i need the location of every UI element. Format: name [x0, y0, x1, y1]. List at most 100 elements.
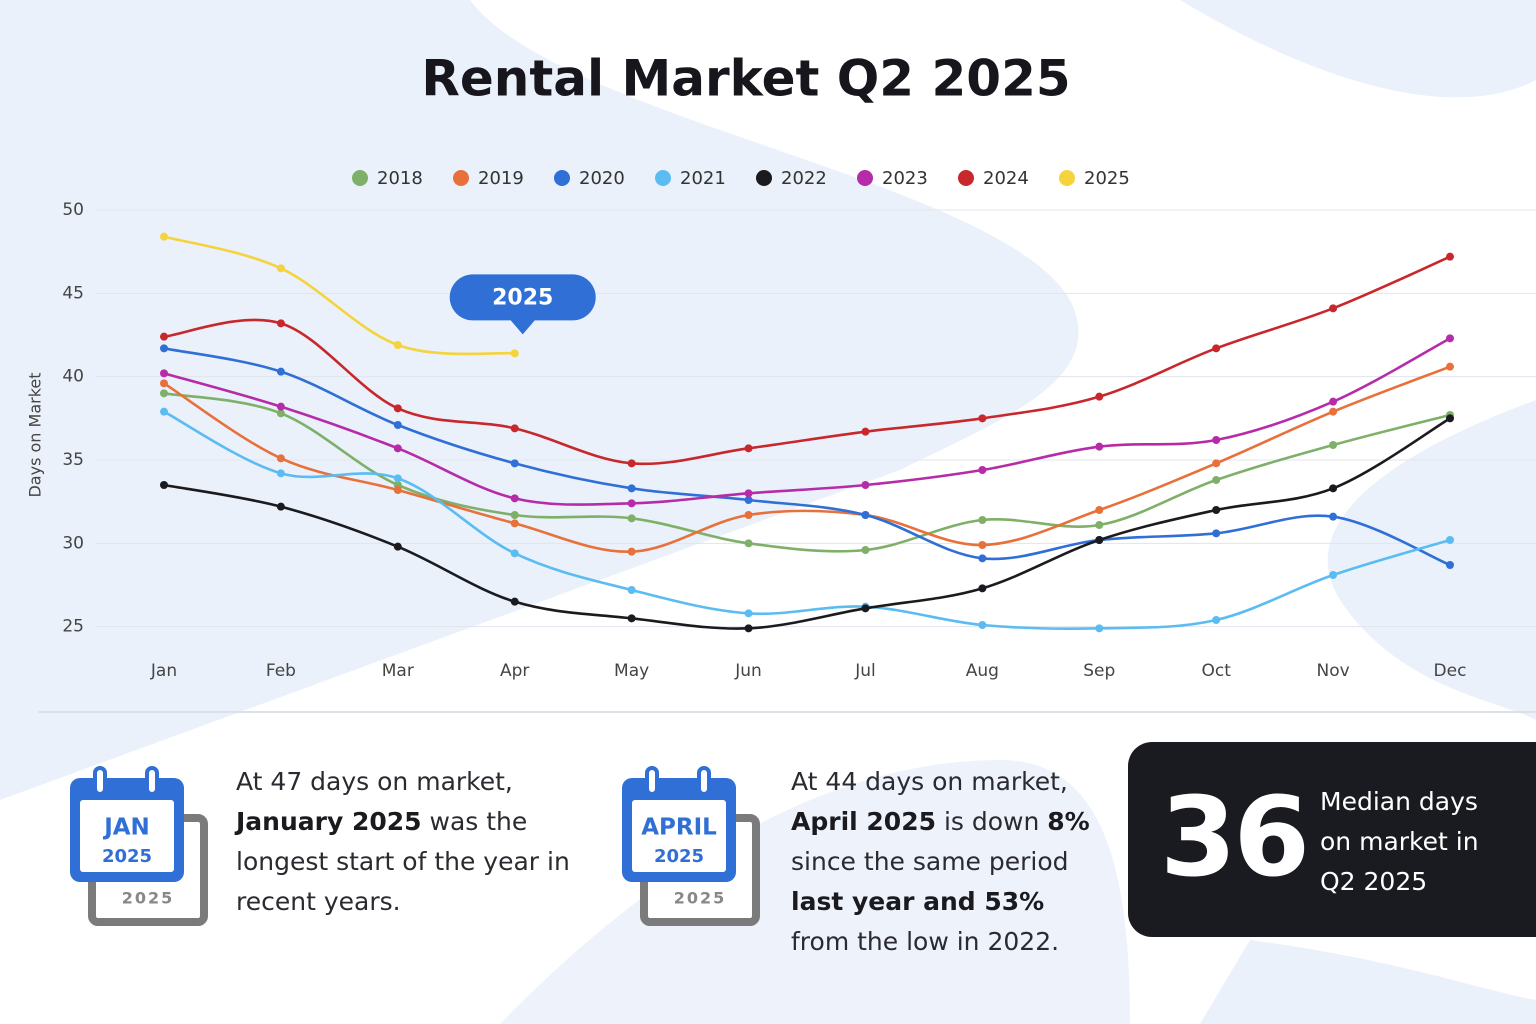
- point: [744, 489, 753, 498]
- calendar-month: APRIL: [641, 815, 717, 841]
- line: [163, 255, 1451, 466]
- point: [861, 511, 870, 519]
- calendar-ring: [645, 766, 659, 796]
- callout-segment: last year and 53%: [791, 887, 1045, 916]
- point: [744, 539, 753, 548]
- point: [744, 444, 753, 453]
- point: [276, 469, 285, 478]
- point: [978, 414, 987, 423]
- point: [744, 511, 753, 519]
- point: [1446, 252, 1454, 261]
- legend-label: 2023: [882, 168, 928, 189]
- callout-segment: from the low in 2022.: [791, 927, 1060, 956]
- chart-title: Rental Market Q2 2025: [421, 50, 1070, 108]
- point: [393, 542, 402, 551]
- point: [1329, 441, 1338, 449]
- x-tick-label: May: [614, 661, 649, 681]
- x-tick-label: Nov: [1316, 661, 1349, 681]
- point: [393, 421, 402, 429]
- point: [978, 516, 987, 524]
- legend-swatch: [1059, 170, 1075, 186]
- x-tick-label: Feb: [266, 661, 296, 681]
- callout-segment: January 2025: [236, 807, 422, 836]
- point: [510, 519, 519, 528]
- point: [978, 541, 987, 549]
- line: [163, 337, 1451, 506]
- legend-swatch: [756, 170, 772, 186]
- callout-segment: is down: [936, 807, 1048, 836]
- point: [1446, 334, 1454, 343]
- x-tick-label: Apr: [500, 661, 529, 681]
- point: [160, 344, 168, 353]
- point: [978, 621, 987, 629]
- point: [1329, 304, 1338, 313]
- callout-segment: At 47 days on market,: [236, 767, 513, 796]
- point: [1095, 536, 1104, 544]
- point: [276, 264, 285, 273]
- point: [744, 496, 753, 504]
- line: [163, 410, 1451, 630]
- x-tick-label: Oct: [1201, 661, 1231, 681]
- point: [1446, 414, 1454, 423]
- point: [627, 459, 636, 468]
- point: [393, 474, 402, 483]
- line: [163, 392, 1451, 553]
- legend-label: 2022: [781, 168, 827, 189]
- point: [393, 341, 402, 349]
- point: [276, 319, 285, 328]
- legend-swatch: [857, 170, 873, 186]
- callout-segment: 8%: [1047, 807, 1090, 836]
- line: [163, 417, 1451, 630]
- point: [744, 624, 753, 633]
- legend-swatch: [453, 170, 469, 186]
- calendar-back-year: 2025: [674, 889, 727, 908]
- legend-label: 2025: [1084, 168, 1130, 189]
- point: [510, 511, 519, 519]
- point: [276, 454, 285, 463]
- line: [163, 365, 1451, 553]
- y-tick-label: 50: [62, 200, 84, 220]
- point: [510, 494, 519, 503]
- point: [160, 232, 168, 241]
- x-tick-label: Jul: [854, 661, 876, 681]
- point: [1212, 436, 1221, 444]
- point: [160, 481, 168, 489]
- annotation-text: 2025: [492, 285, 553, 310]
- stat-card: 36 Median days on market in Q2 2025: [1128, 742, 1536, 937]
- point: [861, 481, 870, 489]
- point: [1095, 624, 1104, 633]
- calendar-ring: [93, 766, 107, 796]
- point: [1329, 407, 1338, 416]
- point: [393, 486, 402, 494]
- point: [861, 546, 870, 554]
- point: [160, 407, 168, 416]
- calendar-year: 2025: [654, 846, 704, 867]
- point: [627, 614, 636, 623]
- y-tick-label: 35: [62, 450, 84, 470]
- point: [627, 484, 636, 493]
- x-tick-label: Jun: [734, 661, 762, 681]
- legend-label: 2021: [680, 168, 726, 189]
- point: [160, 389, 168, 398]
- point: [744, 609, 753, 618]
- point: [1446, 561, 1454, 569]
- point: [978, 584, 987, 593]
- x-tick-label: Sep: [1083, 661, 1115, 681]
- point: [627, 514, 636, 523]
- point: [861, 427, 870, 436]
- point: [1095, 442, 1104, 451]
- callout-segment: since the same period: [791, 847, 1069, 876]
- y-tick-label: 40: [62, 367, 84, 387]
- x-tick-label: Dec: [1434, 661, 1467, 681]
- callout-segment: was the longest start of the year in rec…: [236, 807, 570, 916]
- point: [1446, 362, 1454, 371]
- callout-text: At 47 days on market, January 2025 was t…: [236, 762, 576, 922]
- point: [1095, 521, 1104, 529]
- y-axis-label: Days on Market: [26, 372, 45, 497]
- line: [163, 235, 515, 356]
- point: [1212, 529, 1221, 538]
- background-blob: [1327, 400, 1536, 720]
- legend-swatch: [958, 170, 974, 186]
- legend-swatch: [655, 170, 671, 186]
- point: [627, 547, 636, 556]
